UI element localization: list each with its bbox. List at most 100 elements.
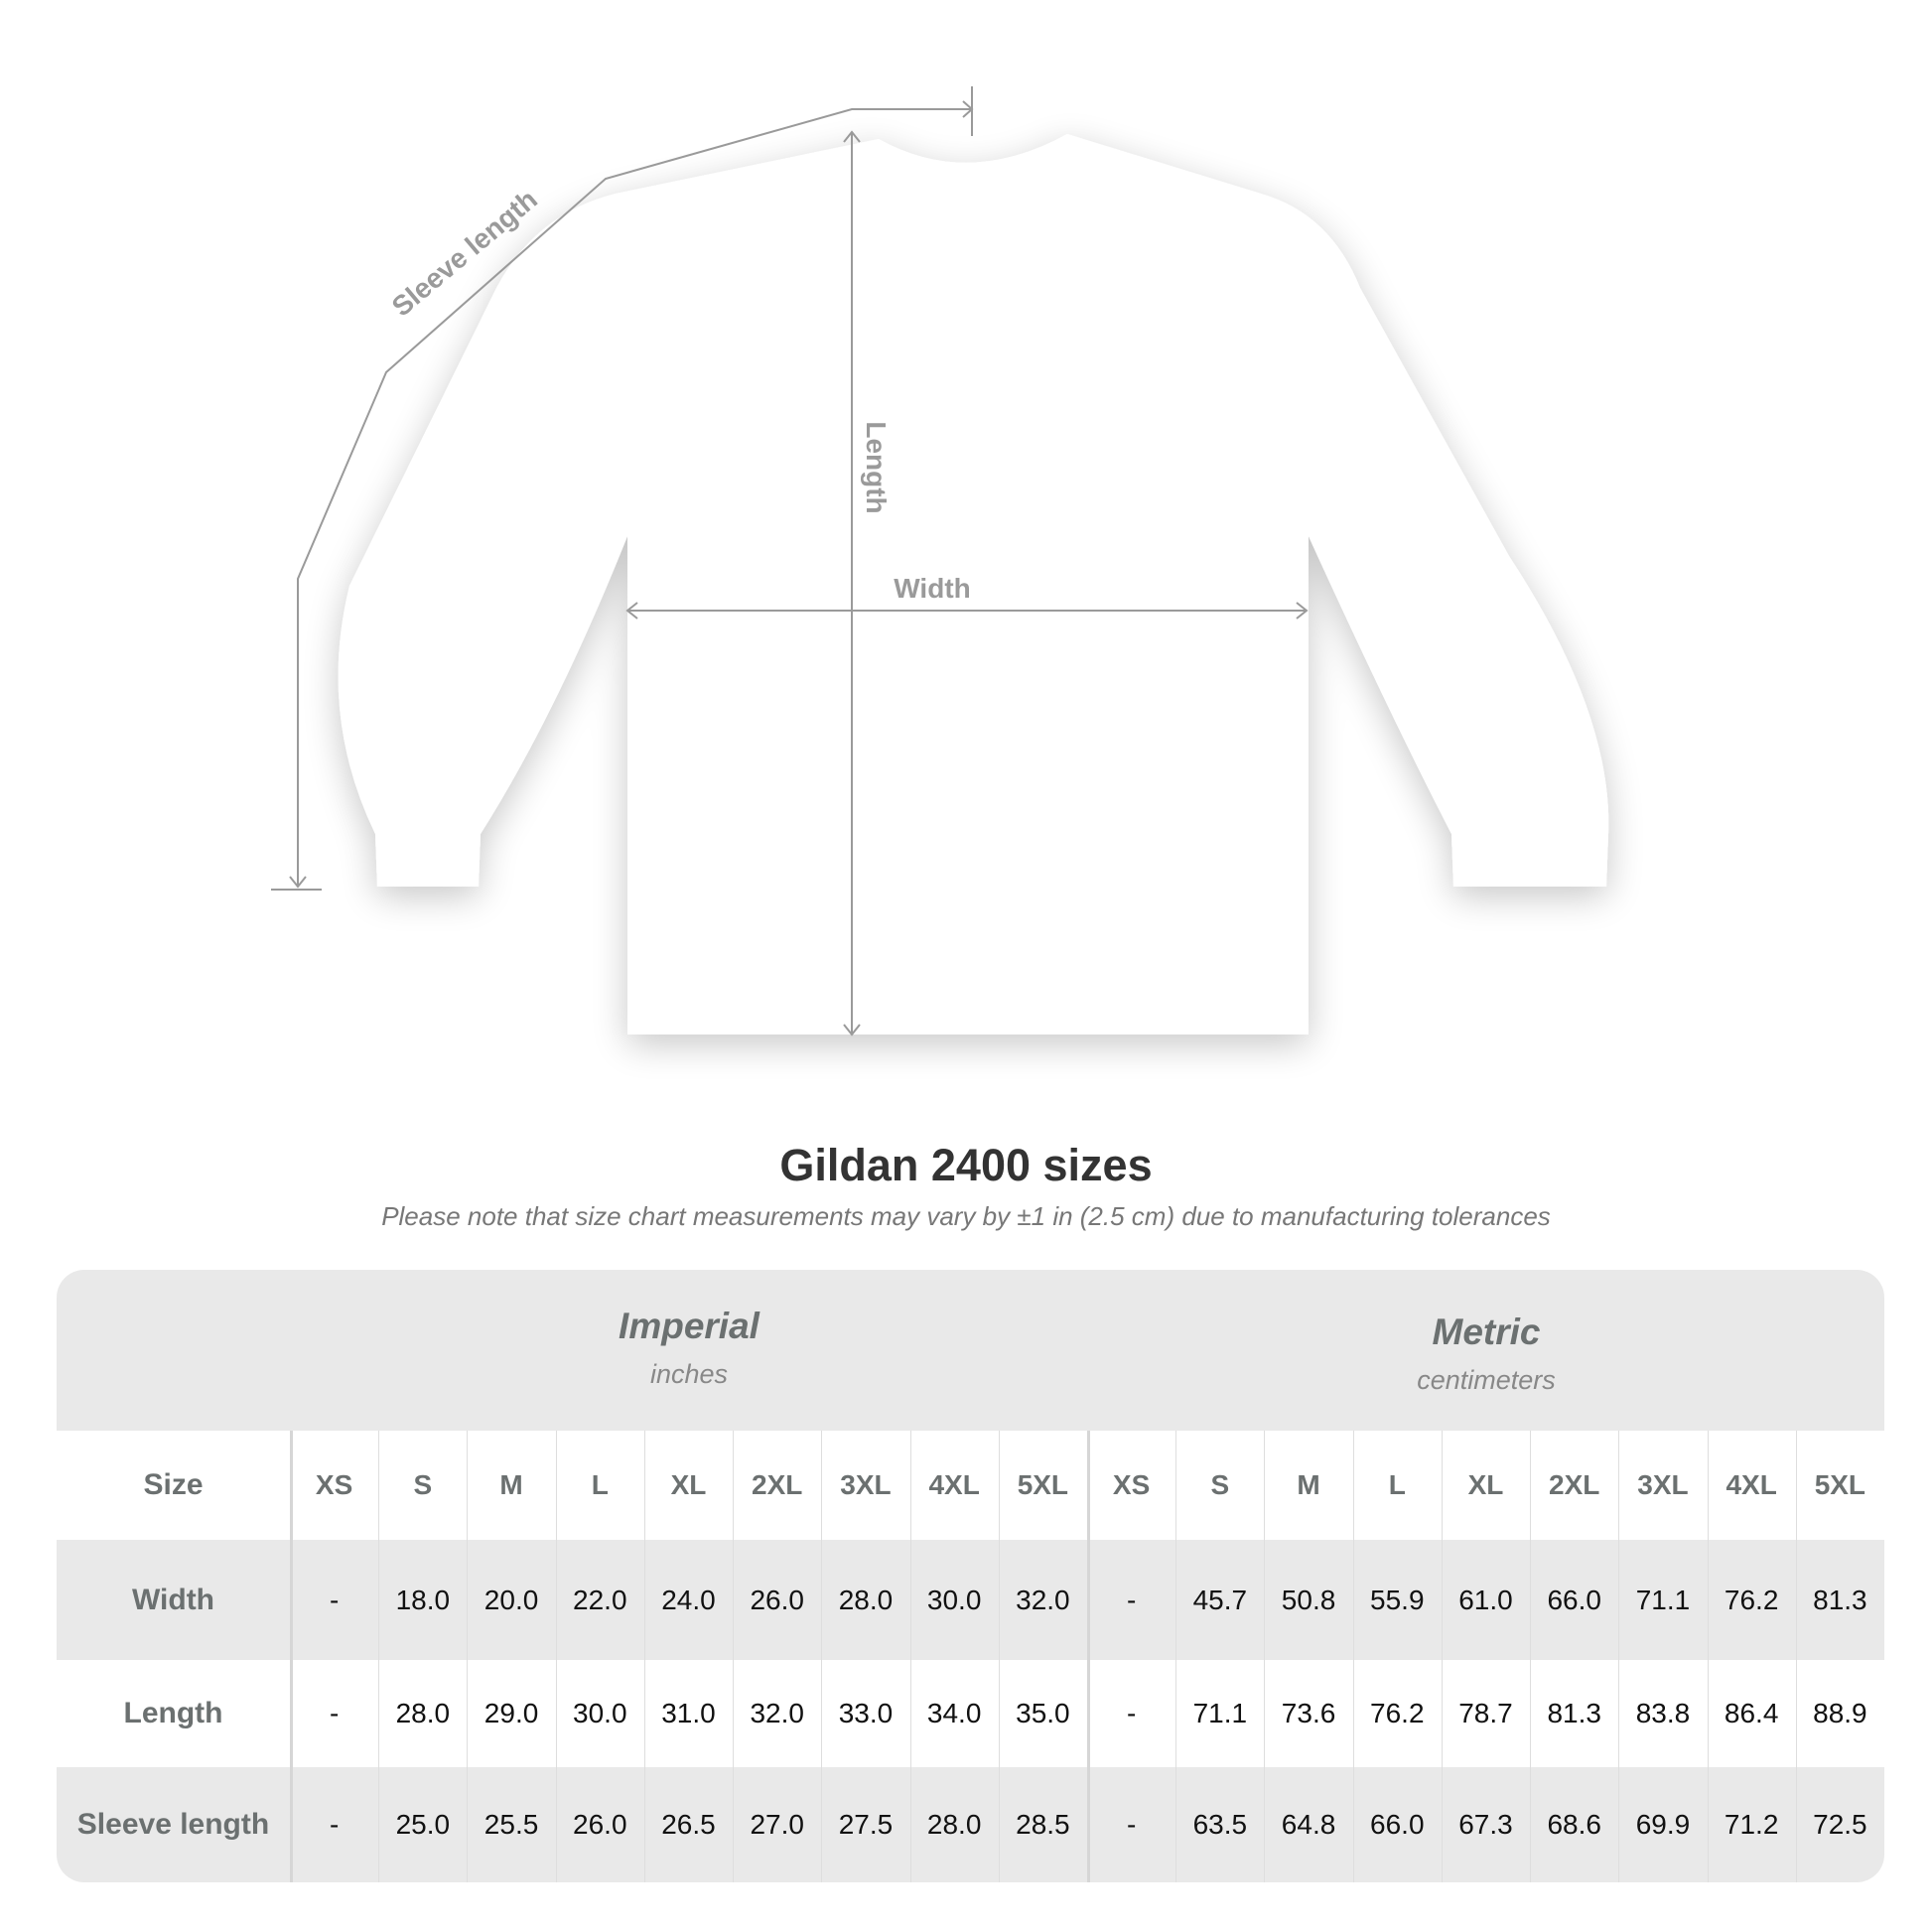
row-label: Sleeve length — [76, 1808, 270, 1841]
table-cell: 28.0 — [926, 1809, 982, 1840]
sleeve-measure-line — [297, 108, 972, 887]
table-cell: 76.2 — [1370, 1698, 1425, 1728]
table-cell: 72.5 — [1813, 1809, 1867, 1840]
table-cell: 27.0 — [750, 1809, 804, 1840]
size-header: XS — [1112, 1469, 1151, 1500]
size-header: XS — [315, 1469, 353, 1500]
size-header: 3XL — [1637, 1469, 1689, 1500]
table-cell: 71.1 — [1635, 1584, 1691, 1615]
size-header: S — [413, 1469, 433, 1500]
table-cell: 25.5 — [483, 1809, 539, 1840]
table-cell: 24.0 — [661, 1584, 716, 1615]
table-cell: 31.0 — [661, 1698, 716, 1728]
table-cell: 28.0 — [838, 1584, 894, 1615]
table-cell: 18.0 — [395, 1584, 451, 1615]
column-divider — [1441, 1431, 1443, 1882]
group-unit: centimeters — [1417, 1365, 1556, 1395]
column-divider — [1175, 1431, 1177, 1882]
column-divider — [1618, 1431, 1620, 1882]
table-cell: 71.2 — [1724, 1809, 1779, 1840]
size-header: 4XL — [1725, 1469, 1777, 1500]
table-cell: 67.3 — [1458, 1809, 1513, 1840]
row-band-sleeve — [57, 1767, 1884, 1882]
table-cell: - — [1126, 1584, 1137, 1615]
size-header: 3XL — [840, 1469, 892, 1500]
column-divider — [1264, 1431, 1266, 1882]
column-divider — [555, 1431, 557, 1882]
group-metric: Metric centimeters — [1088, 1311, 1884, 1396]
table-cell: 88.9 — [1813, 1698, 1867, 1728]
table-cell: 63.5 — [1192, 1809, 1248, 1840]
table-cell: 69.9 — [1635, 1809, 1691, 1840]
size-header: L — [591, 1469, 609, 1500]
table-cell: 32.0 — [1016, 1584, 1070, 1615]
table-cell: 61.0 — [1458, 1584, 1513, 1615]
table-cell: 27.5 — [838, 1809, 894, 1840]
column-divider — [821, 1431, 823, 1882]
table-cell: 30.0 — [573, 1698, 627, 1728]
column-divider — [1087, 1431, 1090, 1882]
table-cell: - — [329, 1809, 340, 1840]
table-cell: 26.5 — [661, 1809, 716, 1840]
table-cell: 66.0 — [1547, 1584, 1601, 1615]
size-header: 5XL — [1814, 1469, 1866, 1500]
table-cell: 86.4 — [1724, 1698, 1779, 1728]
shirt-measurement-diagram: Sleeve length Length Width — [271, 86, 1609, 1036]
table-cell: 32.0 — [750, 1698, 804, 1728]
shirt-shape — [338, 134, 1609, 1035]
column-divider — [998, 1431, 1000, 1882]
column-divider — [643, 1431, 645, 1882]
table-cell: 28.5 — [1016, 1809, 1070, 1840]
size-header: M — [1297, 1469, 1320, 1500]
table-cell: 26.0 — [750, 1584, 804, 1615]
size-header: XL — [1467, 1469, 1504, 1500]
column-divider — [1795, 1431, 1797, 1882]
table-cell: - — [329, 1584, 340, 1615]
table-cell: 78.7 — [1458, 1698, 1513, 1728]
table-cell: 34.0 — [926, 1698, 982, 1728]
size-header: 4XL — [928, 1469, 980, 1500]
group-unit: inches — [649, 1359, 729, 1389]
row-header-size: Size — [143, 1468, 204, 1501]
table-cell: 76.2 — [1724, 1584, 1779, 1615]
size-table: Imperial inches Metric centimeters Size W… — [57, 1270, 1884, 1882]
group-header-band — [57, 1270, 1884, 1431]
column-divider — [1530, 1431, 1532, 1882]
table-cell: 45.7 — [1192, 1584, 1248, 1615]
table-cell: - — [1126, 1809, 1137, 1840]
length-label: Length — [861, 421, 892, 513]
column-divider — [1707, 1431, 1709, 1882]
table-cell: 22.0 — [573, 1584, 627, 1615]
row-band-width — [57, 1540, 1884, 1660]
column-divider — [467, 1431, 469, 1882]
table-cell: 50.8 — [1281, 1584, 1336, 1615]
width-label: Width — [894, 573, 971, 604]
table-cell: - — [329, 1698, 340, 1728]
group-imperial: Imperial inches — [290, 1306, 1088, 1390]
table-cell: 83.8 — [1635, 1698, 1691, 1728]
table-cell: 73.6 — [1281, 1698, 1336, 1728]
column-divider — [290, 1431, 293, 1882]
chart-subtitle: Please note that size chart measurements… — [381, 1201, 1551, 1231]
size-header: S — [1210, 1469, 1230, 1500]
table-cell: 55.9 — [1370, 1584, 1425, 1615]
table-cell: 20.0 — [483, 1584, 539, 1615]
table-cell: 68.6 — [1547, 1809, 1601, 1840]
size-header: 2XL — [1549, 1469, 1600, 1500]
table-cell: 81.3 — [1547, 1698, 1601, 1728]
table-cell: 30.0 — [926, 1584, 982, 1615]
table-cell: 64.8 — [1281, 1809, 1336, 1840]
size-header: M — [499, 1469, 523, 1500]
table-cell: 33.0 — [838, 1698, 894, 1728]
size-header: L — [1388, 1469, 1406, 1500]
table-cell: - — [1126, 1698, 1137, 1728]
group-title: Metric — [1432, 1311, 1541, 1352]
table-cell: 66.0 — [1370, 1809, 1425, 1840]
column-divider — [1352, 1431, 1354, 1882]
group-title: Imperial — [619, 1306, 759, 1346]
table-cell: 25.0 — [395, 1809, 451, 1840]
table-cell: 29.0 — [483, 1698, 539, 1728]
column-divider — [909, 1431, 911, 1882]
size-header: 5XL — [1017, 1469, 1069, 1500]
table-cell: 81.3 — [1813, 1584, 1867, 1615]
